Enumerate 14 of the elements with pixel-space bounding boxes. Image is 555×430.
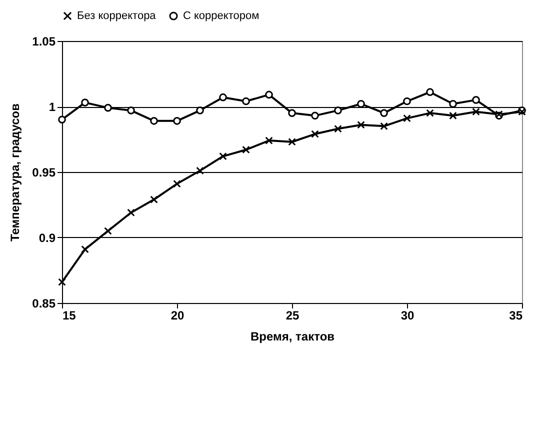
- x-tick-label: 25: [286, 308, 300, 322]
- x-tick-label: 15: [62, 308, 76, 322]
- legend-label: Без корректора: [77, 10, 157, 22]
- y-axis-title: Температура, градусов: [8, 104, 22, 242]
- x-tick-label: 35: [509, 308, 523, 322]
- y-tick-label: 0.85: [32, 296, 56, 310]
- y-tick-label: 0.9: [38, 231, 56, 245]
- y-tick-label: 1.05: [32, 34, 56, 48]
- x-tick-label: 20: [170, 308, 184, 322]
- legend-label: С корректором: [183, 10, 260, 22]
- x-tick-label: 30: [400, 308, 414, 322]
- y-tick-label: 0.95: [32, 166, 56, 180]
- x-axis-title: Время, тактов: [250, 330, 335, 344]
- y-tick-label: 1: [48, 100, 56, 114]
